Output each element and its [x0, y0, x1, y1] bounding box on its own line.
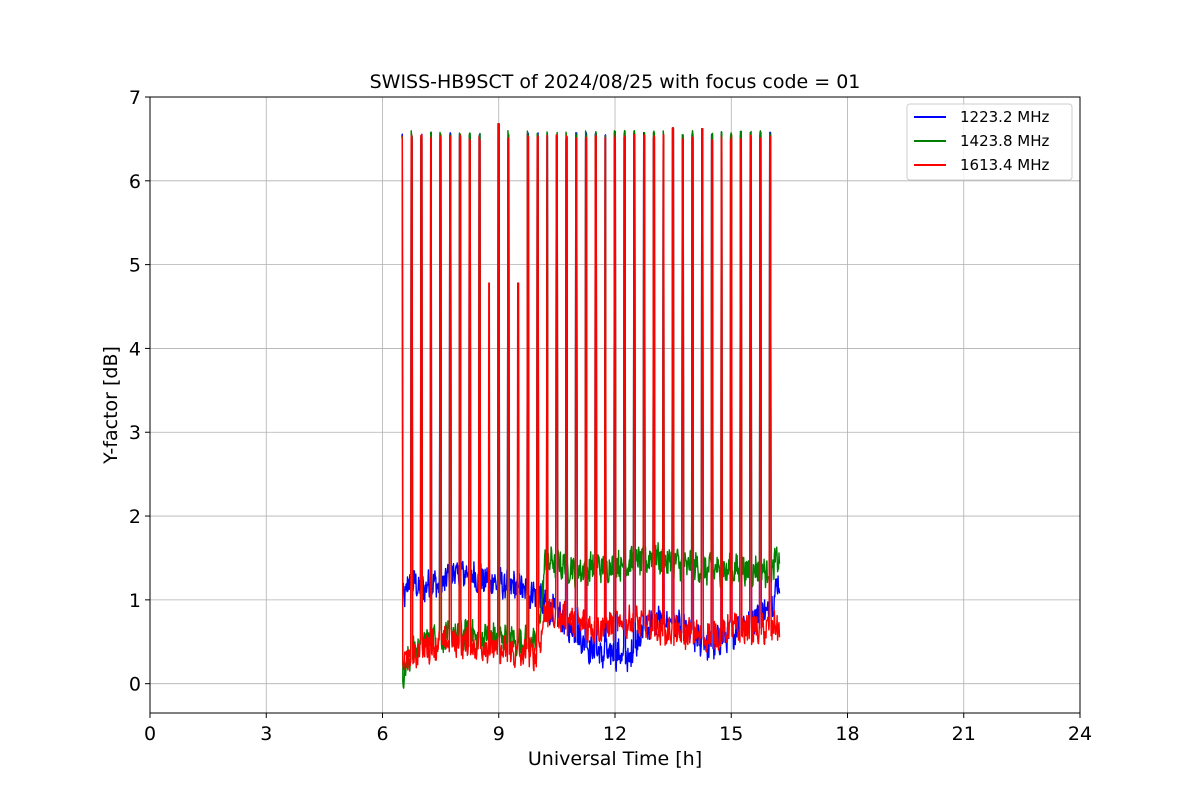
x-tick-label: 6: [376, 723, 388, 745]
x-tick-label: 9: [493, 723, 505, 745]
plot-area: [401, 123, 781, 689]
y-tick-label: 5: [129, 255, 141, 277]
legend-box: [906, 103, 1073, 181]
legend-label-1613: 1613.4 MHz: [960, 156, 1049, 174]
y-tick-label: 4: [129, 338, 141, 360]
x-tick-label: 24: [1068, 723, 1092, 745]
y-axis-ticks: 0 1 2 3 4 5 6 7: [129, 87, 150, 696]
y-axis-label: Y-factor [dB]: [100, 346, 122, 465]
legend: 1223.2 MHz 1423.8 MHz 1613.4 MHz: [906, 103, 1073, 181]
x-tick-label: 15: [719, 723, 743, 745]
x-tick-label: 18: [835, 723, 859, 745]
y-tick-label: 7: [129, 87, 141, 109]
x-axis-ticks: 0 3 6 9 12 15 18 21 24: [144, 713, 1092, 745]
x-axis-label: Universal Time [h]: [528, 748, 702, 770]
y-tick-label: 6: [129, 171, 141, 193]
chart-title: SWISS-HB9SCT of 2024/08/25 with focus co…: [370, 71, 861, 93]
y-tick-label: 3: [129, 422, 141, 444]
x-tick-label: 12: [603, 723, 627, 745]
x-tick-label: 21: [952, 723, 976, 745]
x-tick-label: 0: [144, 723, 156, 745]
x-tick-label: 3: [260, 723, 272, 745]
y-tick-label: 0: [129, 674, 141, 696]
series-line: [401, 123, 781, 672]
legend-label-1423: 1423.8 MHz: [960, 132, 1049, 150]
y-tick-label: 2: [129, 506, 141, 528]
series-1613-4-mhz: [401, 123, 781, 672]
y-tick-label: 1: [129, 590, 141, 612]
legend-label-1223: 1223.2 MHz: [960, 108, 1049, 126]
